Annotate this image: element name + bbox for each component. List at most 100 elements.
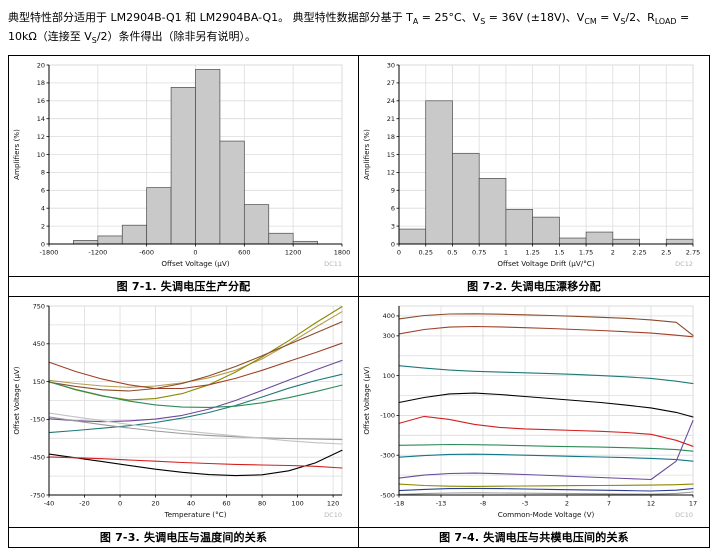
svg-text:Offset Voltage (μV): Offset Voltage (μV) bbox=[161, 259, 229, 268]
svg-text:3: 3 bbox=[391, 222, 395, 230]
svg-text:12: 12 bbox=[387, 169, 395, 177]
svg-text:12: 12 bbox=[37, 133, 45, 141]
svg-text:-13: -13 bbox=[436, 499, 447, 507]
svg-text:-1200: -1200 bbox=[88, 248, 107, 256]
svg-text:0: 0 bbox=[391, 240, 395, 248]
svg-text:120: 120 bbox=[327, 499, 339, 507]
svg-text:6: 6 bbox=[391, 204, 395, 212]
svg-text:Offset Voltage Drift (μV/°C): Offset Voltage Drift (μV/°C) bbox=[497, 259, 594, 268]
svg-text:DC10: DC10 bbox=[324, 511, 342, 519]
svg-text:12: 12 bbox=[647, 499, 655, 507]
svg-text:9: 9 bbox=[391, 187, 395, 195]
figure-7-1-plot: -1800 -1200 -600 0 600 1200 1800 0 2 4 6 8 10 12 14 16 1… bbox=[9, 56, 358, 276]
svg-text:600: 600 bbox=[238, 248, 250, 256]
svg-text:Temperature (°C): Temperature (°C) bbox=[163, 510, 226, 519]
svg-text:24: 24 bbox=[387, 97, 395, 105]
svg-text:40: 40 bbox=[187, 499, 195, 507]
svg-text:4: 4 bbox=[41, 204, 45, 212]
svg-text:16: 16 bbox=[37, 97, 45, 105]
svg-text:450: 450 bbox=[33, 340, 45, 348]
svg-text:2: 2 bbox=[611, 248, 615, 256]
svg-text:1200: 1200 bbox=[285, 248, 302, 256]
svg-text:Offset Voltage (μV): Offset Voltage (μV) bbox=[12, 366, 21, 434]
svg-text:750: 750 bbox=[33, 302, 45, 310]
svg-text:0: 0 bbox=[397, 248, 401, 256]
svg-text:-8: -8 bbox=[480, 499, 486, 507]
svg-text:150: 150 bbox=[33, 378, 45, 386]
svg-text:DC12: DC12 bbox=[675, 260, 693, 268]
svg-text:7: 7 bbox=[607, 499, 611, 507]
svg-text:0.75: 0.75 bbox=[472, 248, 486, 256]
figure-7-3-caption: 图 7-3. 失调电压与温度间的关系 bbox=[9, 526, 358, 547]
svg-text:-20: -20 bbox=[79, 499, 90, 507]
svg-text:2.25: 2.25 bbox=[632, 248, 646, 256]
svg-text:-600: -600 bbox=[139, 248, 154, 256]
svg-text:2.5: 2.5 bbox=[661, 248, 671, 256]
header-conditions-text: 典型特性部分适用于 LM2904B-Q1 和 LM2904BA-Q1。 典型特性… bbox=[8, 11, 690, 46]
svg-text:-18: -18 bbox=[394, 499, 405, 507]
svg-text:60: 60 bbox=[222, 499, 230, 507]
svg-text:21: 21 bbox=[387, 115, 395, 123]
offset-voltage-distribution-chart: -1800 -1200 -600 0 600 1200 1800 0 2 4 6 8 10 12 14 16 1… bbox=[12, 61, 351, 268]
svg-text:-750: -750 bbox=[30, 491, 45, 499]
svg-text:1.75: 1.75 bbox=[579, 248, 593, 256]
svg-text:1: 1 bbox=[504, 248, 508, 256]
svg-text:DC10: DC10 bbox=[675, 511, 693, 519]
figure-7-1-caption: 图 7-1. 失调电压生产分配 bbox=[9, 275, 358, 296]
svg-text:80: 80 bbox=[258, 499, 266, 507]
figure-7-2-caption: 图 7-2. 失调电压漂移分配 bbox=[359, 275, 709, 296]
figure-7-4-panel: -18 -13 -8 -3 2 7 12 17 -500 -300 -100 100 300 400 Com… bbox=[359, 296, 709, 547]
svg-text:27: 27 bbox=[387, 79, 395, 87]
svg-text:300: 300 bbox=[383, 332, 395, 340]
svg-text:20: 20 bbox=[37, 61, 45, 69]
figure-7-1-panel: -1800 -1200 -600 0 600 1200 1800 0 2 4 6 8 10 12 14 16 1… bbox=[9, 55, 359, 297]
figure-7-4-plot: -18 -13 -8 -3 2 7 12 17 -500 -300 -100 100 300 400 Com… bbox=[359, 297, 709, 527]
svg-text:-300: -300 bbox=[380, 451, 395, 459]
svg-text:0.25: 0.25 bbox=[418, 248, 432, 256]
svg-text:-450: -450 bbox=[30, 453, 45, 461]
svg-text:30: 30 bbox=[387, 61, 395, 69]
svg-text:100: 100 bbox=[291, 499, 303, 507]
figure-7-3-panel: -40 -20 0 20 40 60 80 100 120 -750 -450 -150 150 450 7… bbox=[9, 296, 359, 547]
svg-text:DC11: DC11 bbox=[324, 260, 342, 268]
svg-text:1.25: 1.25 bbox=[525, 248, 539, 256]
figure-7-2-panel: 0 0.25 0.5 0.75 1 1.25 1.5 1.75 2 2.25 2.5 2.75 0 3 6 9… bbox=[359, 55, 709, 297]
figure-7-3-plot: -40 -20 0 20 40 60 80 100 120 -750 -450 -150 150 450 7… bbox=[9, 297, 358, 527]
svg-text:100: 100 bbox=[383, 372, 395, 380]
svg-text:Offset Voltage (μV): Offset Voltage (μV) bbox=[362, 366, 371, 434]
svg-text:-100: -100 bbox=[380, 412, 395, 420]
svg-text:20: 20 bbox=[151, 499, 159, 507]
svg-text:2: 2 bbox=[41, 222, 45, 230]
svg-text:0.5: 0.5 bbox=[447, 248, 457, 256]
figure-7-4-caption: 图 7-4. 失调电压与共模电压间的关系 bbox=[359, 526, 709, 547]
svg-text:18: 18 bbox=[37, 79, 45, 87]
svg-text:0: 0 bbox=[193, 248, 197, 256]
offset-voltage-vs-common-mode-voltage-chart: -18 -13 -8 -3 2 7 12 17 -500 -300 -100 100 300 400 Com… bbox=[362, 305, 697, 519]
svg-text:10: 10 bbox=[37, 151, 45, 159]
svg-text:Amplifiers (%): Amplifiers (%) bbox=[12, 129, 21, 180]
svg-text:14: 14 bbox=[37, 115, 45, 123]
svg-text:400: 400 bbox=[383, 312, 395, 320]
svg-text:Common-Mode Voltage (V): Common-Mode Voltage (V) bbox=[498, 510, 595, 519]
svg-text:0: 0 bbox=[118, 499, 122, 507]
svg-text:-150: -150 bbox=[30, 416, 45, 424]
svg-text:-40: -40 bbox=[44, 499, 55, 507]
svg-text:2.75: 2.75 bbox=[686, 248, 700, 256]
svg-text:17: 17 bbox=[689, 499, 697, 507]
svg-text:-3: -3 bbox=[522, 499, 528, 507]
svg-text:6: 6 bbox=[41, 187, 45, 195]
svg-text:18: 18 bbox=[387, 133, 395, 141]
offset-voltage-drift-distribution-chart: 0 0.25 0.5 0.75 1 1.25 1.5 1.75 2 2.25 2.5 2.75 0 3 6 9… bbox=[362, 61, 700, 268]
svg-text:-500: -500 bbox=[380, 491, 395, 499]
svg-text:-1800: -1800 bbox=[40, 248, 59, 256]
svg-text:1.5: 1.5 bbox=[554, 248, 564, 256]
figure-7-2-plot: 0 0.25 0.5 0.75 1 1.25 1.5 1.75 2 2.25 2.5 2.75 0 3 6 9… bbox=[359, 56, 709, 276]
svg-text:Amplifiers (%): Amplifiers (%) bbox=[362, 129, 371, 180]
svg-text:8: 8 bbox=[41, 169, 45, 177]
svg-text:1800: 1800 bbox=[334, 248, 351, 256]
offset-voltage-vs-temperature-chart: -40 -20 0 20 40 60 80 100 120 -750 -450 -150 150 450 7… bbox=[12, 302, 343, 519]
figure-grid: -1800 -1200 -600 0 600 1200 1800 0 2 4 6 8 10 12 14 16 1… bbox=[8, 54, 710, 548]
svg-text:0: 0 bbox=[41, 240, 45, 248]
svg-text:2: 2 bbox=[565, 499, 569, 507]
